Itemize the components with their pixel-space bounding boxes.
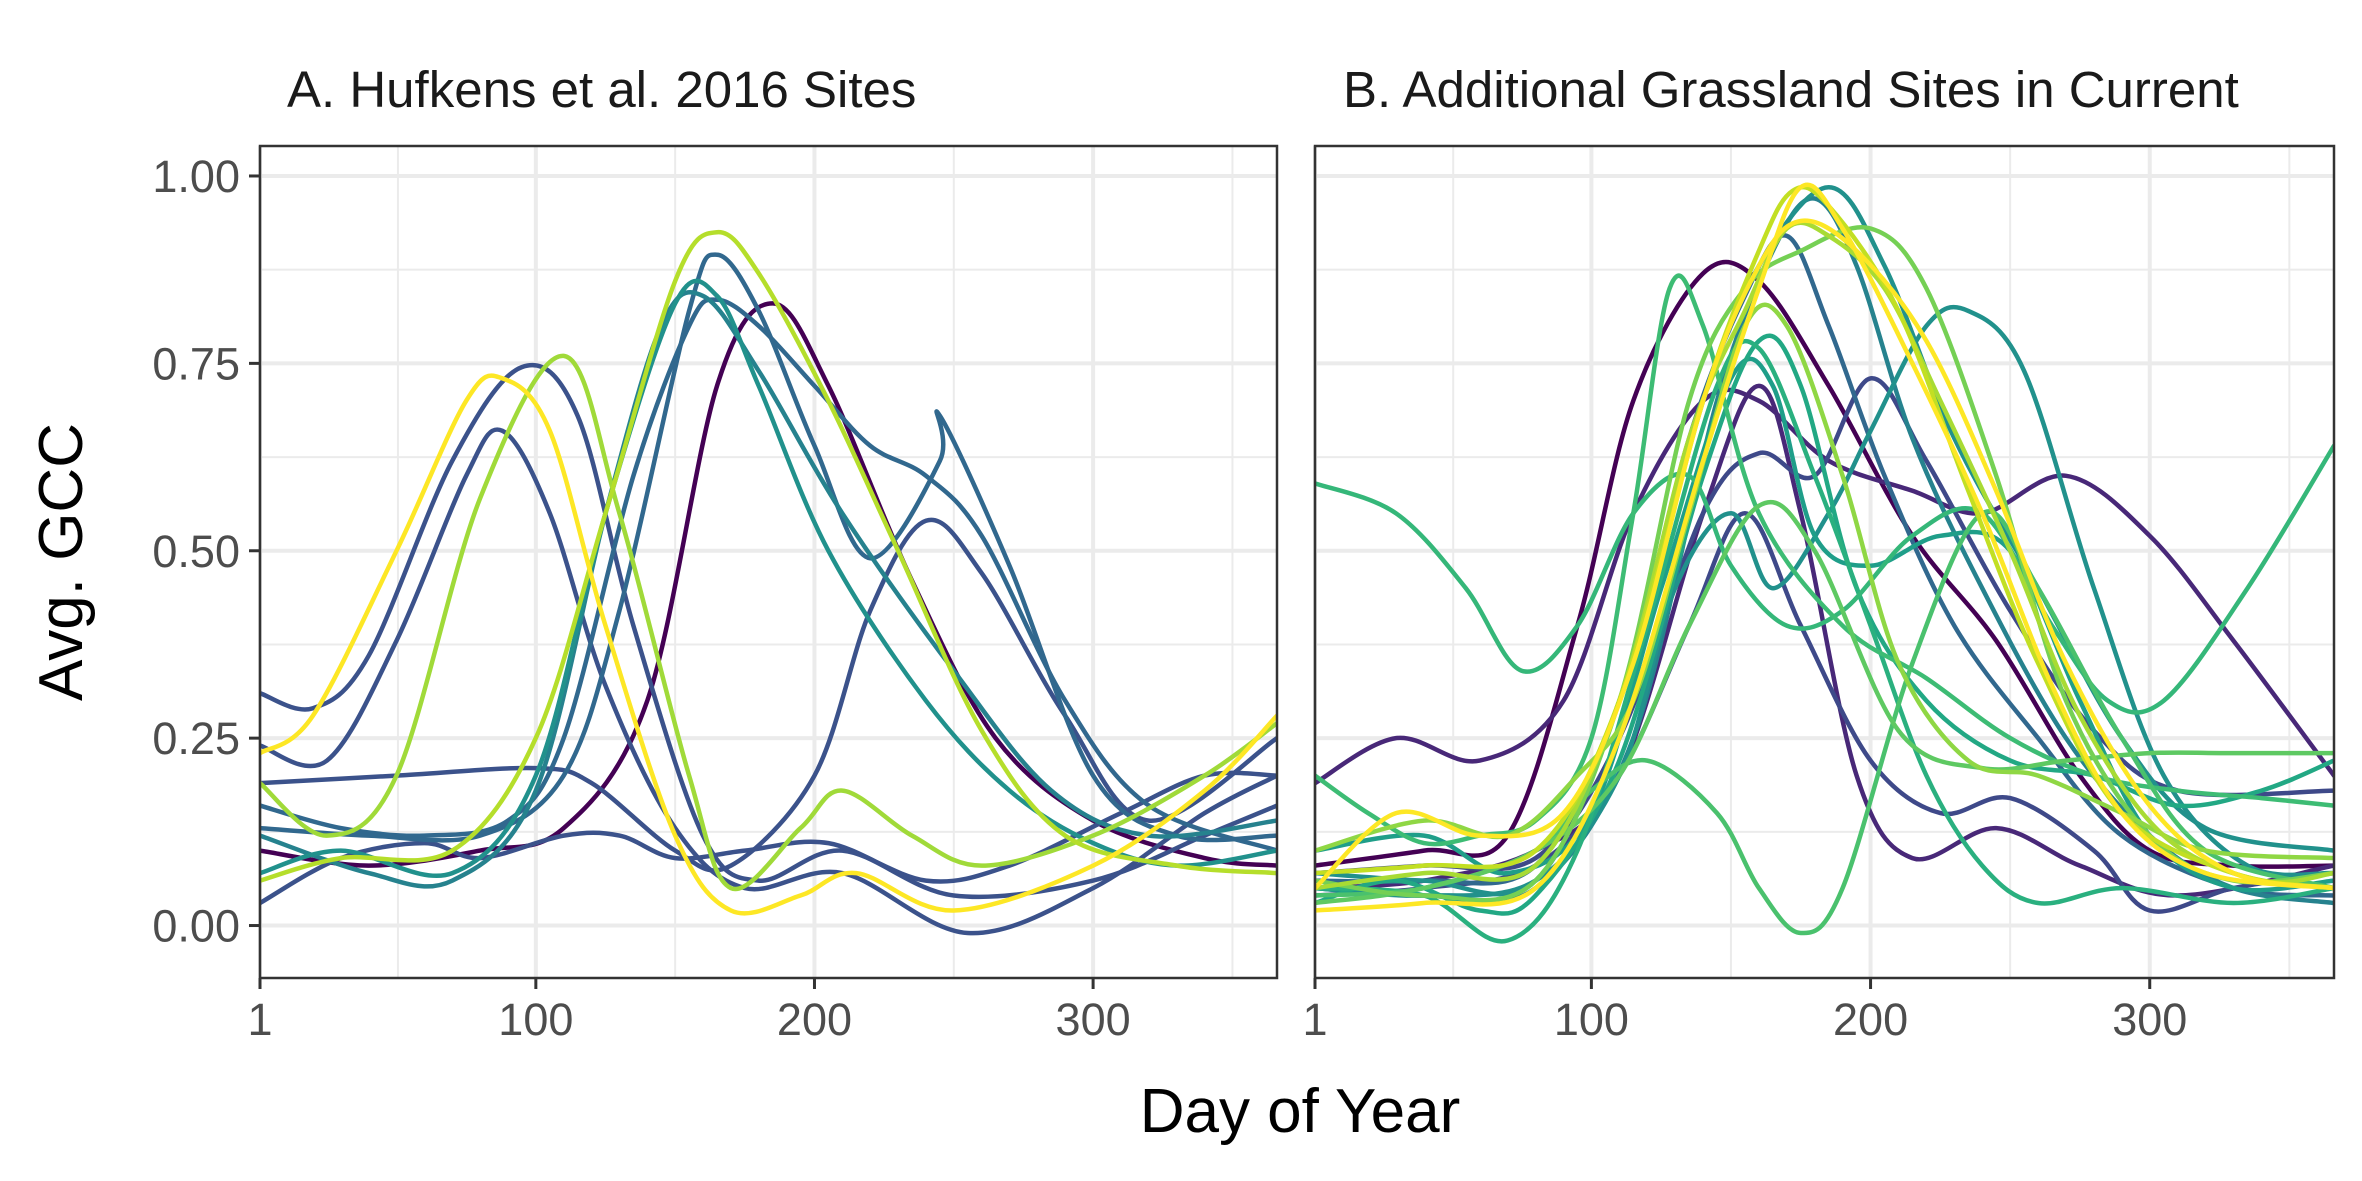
panel-border [258, 144, 1279, 980]
series-line-12 [1315, 338, 2334, 944]
x-tick-label: 100 [498, 994, 573, 1045]
y-tick-label: 0.25 [152, 713, 240, 764]
series-line-20 [1315, 184, 2334, 891]
series-line-22 [1315, 182, 2334, 913]
series-line-5 [260, 770, 1277, 906]
panel-b: B. Additional Grassland Sites in Current… [1302, 61, 2336, 1045]
x-tick-label: 100 [1554, 994, 1629, 1045]
series-line-13 [1315, 443, 2334, 715]
x-tick-label: 300 [2112, 994, 2187, 1045]
series-line-4 [260, 517, 1277, 873]
y-tick-label: 0.00 [152, 901, 240, 952]
y-tick-label: 1.00 [152, 151, 240, 202]
x-tick-label: 1 [1302, 994, 1327, 1045]
y-axis-title: Avg. GCC [27, 423, 96, 701]
x-tick-label: 200 [777, 994, 852, 1045]
x-tick-label: 200 [1833, 994, 1908, 1045]
series-line-8 [260, 290, 1277, 889]
series-group [260, 229, 1277, 936]
series-line-6 [260, 297, 1277, 853]
series-line-18 [1315, 302, 2334, 861]
series-line-8 [1315, 184, 2334, 897]
series-group [1315, 182, 2334, 944]
series-line-19 [1315, 220, 2334, 891]
series-line-2 [1315, 387, 2334, 786]
series-line-10 [1315, 356, 2334, 893]
series-line-7 [260, 252, 1277, 843]
series-line-15 [1315, 509, 2334, 936]
panel-border [1313, 144, 2336, 980]
panel-a: A. Hufkens et al. 2016 Sites 1 100 200 300 0.… [152, 61, 1279, 1045]
series-line-10 [260, 353, 1277, 892]
series-line-9 [260, 278, 1277, 879]
x-tick-label: 1 [247, 994, 272, 1045]
panel-title: A. Hufkens et al. 2016 Sites [287, 61, 916, 118]
series-line-5 [1315, 511, 2334, 914]
x-axis-title: Day of Year [1140, 1077, 1461, 1146]
series-line-3 [260, 427, 1277, 936]
series-line-21 [1315, 218, 2334, 891]
panel-title: B. Additional Grassland Sites in Current [1343, 61, 2239, 118]
x-tick-label: 300 [1056, 994, 1131, 1045]
series-line-17 [1315, 225, 2334, 903]
series-line-2 [260, 362, 1277, 900]
series-line-1 [1315, 259, 2334, 869]
y-tick-label: 0.75 [152, 338, 240, 389]
series-line-14 [1315, 273, 2334, 847]
series-line-12 [260, 373, 1277, 916]
y-tick-label: 0.50 [152, 526, 240, 577]
series-line-11 [260, 229, 1277, 883]
